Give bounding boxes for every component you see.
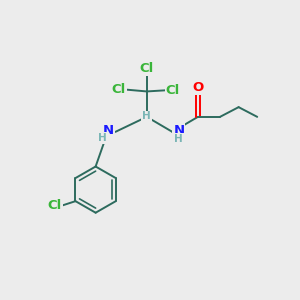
Text: Cl: Cl <box>47 199 62 212</box>
Text: N: N <box>103 124 114 136</box>
Text: H: H <box>98 133 107 143</box>
Text: Cl: Cl <box>166 84 180 97</box>
Text: H: H <box>175 134 183 144</box>
Text: Cl: Cl <box>140 62 154 75</box>
Text: Cl: Cl <box>111 83 125 96</box>
Text: N: N <box>173 124 184 137</box>
Text: H: H <box>142 111 151 122</box>
Text: O: O <box>192 81 204 94</box>
